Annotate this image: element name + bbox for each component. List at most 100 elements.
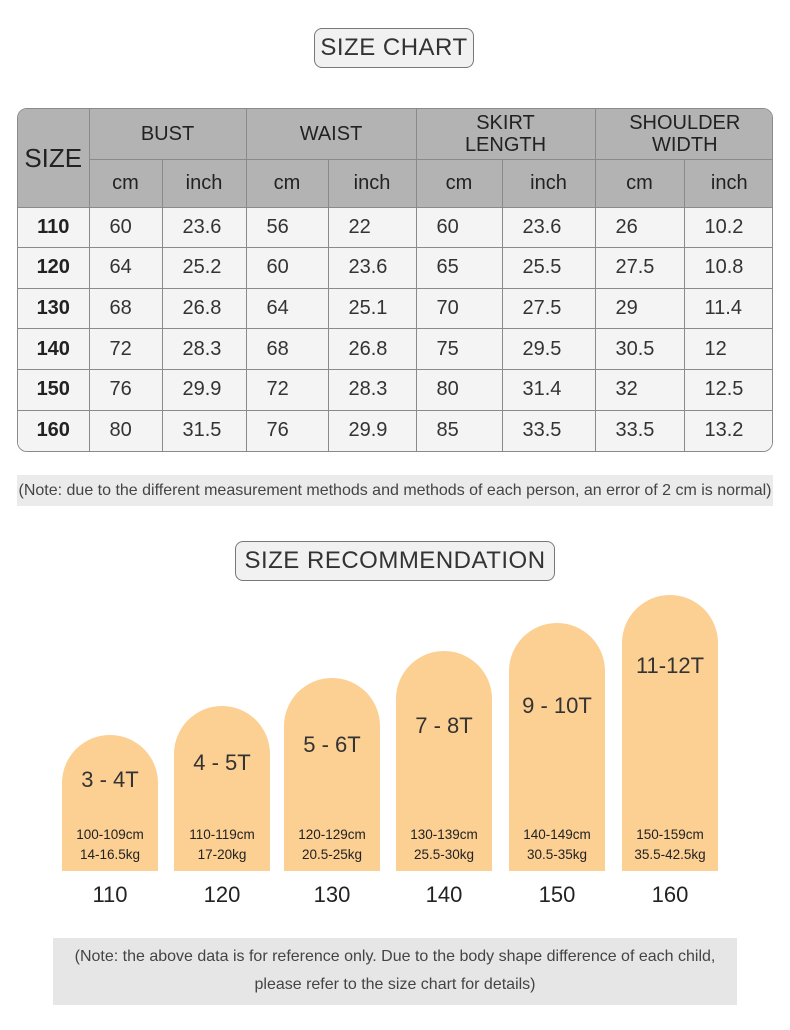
table-row: 150 76 29.9 72 28.3 80 31.4 32 12.5: [18, 369, 772, 411]
height-range: 140-149cm: [523, 827, 591, 842]
recommended-size-label: 150: [538, 882, 576, 907]
table-cell: 32: [594, 369, 685, 411]
height-weight-label: 100-109cm 14-16.5kg: [62, 825, 158, 865]
height-weight-label: 120-129cm 20.5-25kg: [284, 825, 380, 865]
table-cell: 23.6: [501, 206, 596, 249]
table-cell: 26.8: [327, 328, 417, 371]
table-cell: 60: [245, 247, 329, 289]
table-cell: 80: [415, 369, 503, 411]
table-cell: 27.5: [594, 247, 685, 289]
unit-header: inch: [161, 158, 247, 208]
table-cell: 76: [88, 369, 163, 411]
age-range-label: 9 - 10T: [522, 693, 592, 718]
size-recommendation-arch: 5 - 6T 120-129cm 20.5-25kg: [284, 678, 380, 871]
size-recommendation-arch: 9 - 10T 140-149cm 30.5-35kg: [509, 623, 605, 871]
age-range-label: 4 - 5T: [193, 750, 251, 775]
size-cell: 110: [18, 206, 90, 249]
size-cell: 140: [18, 328, 90, 371]
height-weight-label: 110-119cm 17-20kg: [174, 825, 270, 865]
table-cell: 12.5: [683, 369, 772, 411]
table-cell: 75: [415, 328, 503, 371]
table-cell: 33.5: [501, 409, 596, 451]
size-cell: 120: [18, 247, 90, 289]
table-cell: 85: [415, 409, 503, 451]
recommended-size-label: 140: [425, 882, 463, 907]
height-range: 120-129cm: [298, 827, 366, 842]
size-recommendation-arch: 7 - 8T 130-139cm 25.5-30kg: [396, 651, 492, 871]
size-cell: 150: [18, 369, 90, 411]
table-row: 130 68 26.8 64 25.1 70 27.5 29 11.4: [18, 287, 772, 330]
age-range-label: 7 - 8T: [415, 713, 473, 738]
height-range: 130-139cm: [410, 827, 478, 842]
table-cell: 23.6: [161, 206, 247, 249]
table-cell: 25.5: [501, 247, 596, 289]
table-cell: 31.4: [501, 369, 596, 411]
unit-header: inch: [683, 158, 772, 208]
weight-range: 25.5-30kg: [413, 847, 475, 862]
height-weight-label: 130-139cm 25.5-30kg: [396, 825, 492, 865]
bust-group-header: BUST: [88, 109, 247, 160]
skirt-length-group-header: SKIRT LENGTH: [415, 109, 596, 160]
unit-header: cm: [594, 158, 685, 208]
weight-range: 14-16.5kg: [79, 847, 141, 862]
reference-note-line-2: please refer to the size chart for detai…: [254, 976, 536, 993]
table-cell: 10.2: [683, 206, 772, 249]
height-range: 100-109cm: [76, 827, 144, 842]
weight-range: 30.5-35kg: [526, 847, 588, 862]
table-cell: 72: [88, 328, 163, 371]
table-cell: 26.8: [161, 287, 247, 330]
size-chart-title: SIZE CHART: [314, 28, 474, 68]
table-row: 160 80 31.5 76 29.9 85 33.5 33.5 13.2: [18, 409, 772, 451]
table-cell: 26: [594, 206, 685, 249]
table-cell: 22: [327, 206, 417, 249]
table-cell: 10.8: [683, 247, 772, 289]
table-row: 110 60 23.6 56 22 60 23.6 26 10.2: [18, 206, 772, 249]
table-cell: 13.2: [683, 409, 772, 451]
size-recommendation-title: SIZE RECOMMENDATION: [235, 541, 555, 581]
size-chart-table-container: SIZE BUST WAIST SKIRT LENGTH SHOULDER WIDT…: [17, 108, 773, 452]
size-column-header: SIZE: [18, 109, 90, 208]
height-weight-label: 150-159cm 35.5-42.5kg: [622, 825, 718, 865]
table-cell: 80: [88, 409, 163, 451]
table-cell: 68: [88, 287, 163, 330]
table-cell: 29.5: [501, 328, 596, 371]
table-cell: 31.5: [161, 409, 247, 451]
size-recommendation-arch: 11-12T 150-159cm 35.5-42.5kg: [622, 595, 718, 871]
table-cell: 64: [245, 287, 329, 330]
recommended-size-label: 110: [92, 882, 128, 907]
table-cell: 70: [415, 287, 503, 330]
table-cell: 25.1: [327, 287, 417, 330]
table-cell: 33.5: [594, 409, 685, 451]
size-recommendation-arch: 3 - 4T 100-109cm 14-16.5kg: [62, 735, 158, 871]
unit-header: cm: [415, 158, 503, 208]
table-cell: 60: [415, 206, 503, 249]
recommended-size-label: 120: [203, 882, 241, 907]
height-range: 150-159cm: [636, 827, 704, 842]
unit-header: cm: [245, 158, 329, 208]
table-cell: 68: [245, 328, 329, 371]
table-cell: 12: [683, 328, 772, 371]
table-cell: 30.5: [594, 328, 685, 371]
table-cell: 76: [245, 409, 329, 451]
unit-header: cm: [89, 158, 163, 208]
table-cell: 72: [245, 369, 329, 411]
unit-header: inch: [327, 158, 417, 208]
height-weight-label: 140-149cm 30.5-35kg: [509, 825, 605, 865]
size-cell: 160: [18, 409, 90, 451]
table-cell: 65: [415, 247, 503, 289]
table-cell: 25.2: [161, 247, 247, 289]
shoulder-width-group-header: SHOULDER WIDTH: [594, 109, 772, 160]
size-cell: 130: [18, 287, 90, 330]
measurement-note: (Note: due to the different measurement …: [17, 475, 773, 506]
table-cell: 29.9: [161, 369, 247, 411]
recommended-size-label: 130: [313, 882, 351, 907]
size-chart-table: SIZE BUST WAIST SKIRT LENGTH SHOULDER WIDT…: [18, 109, 772, 451]
age-range-label: 3 - 4T: [81, 767, 139, 792]
table-cell: 11.4: [683, 287, 772, 330]
weight-range: 17-20kg: [197, 847, 247, 862]
table-cell: 64: [88, 247, 163, 289]
reference-note: (Note: the above data is for reference o…: [53, 938, 737, 1005]
table-cell: 23.6: [327, 247, 417, 289]
table-cell: 28.3: [161, 328, 247, 371]
age-range-label: 11-12T: [635, 653, 705, 678]
